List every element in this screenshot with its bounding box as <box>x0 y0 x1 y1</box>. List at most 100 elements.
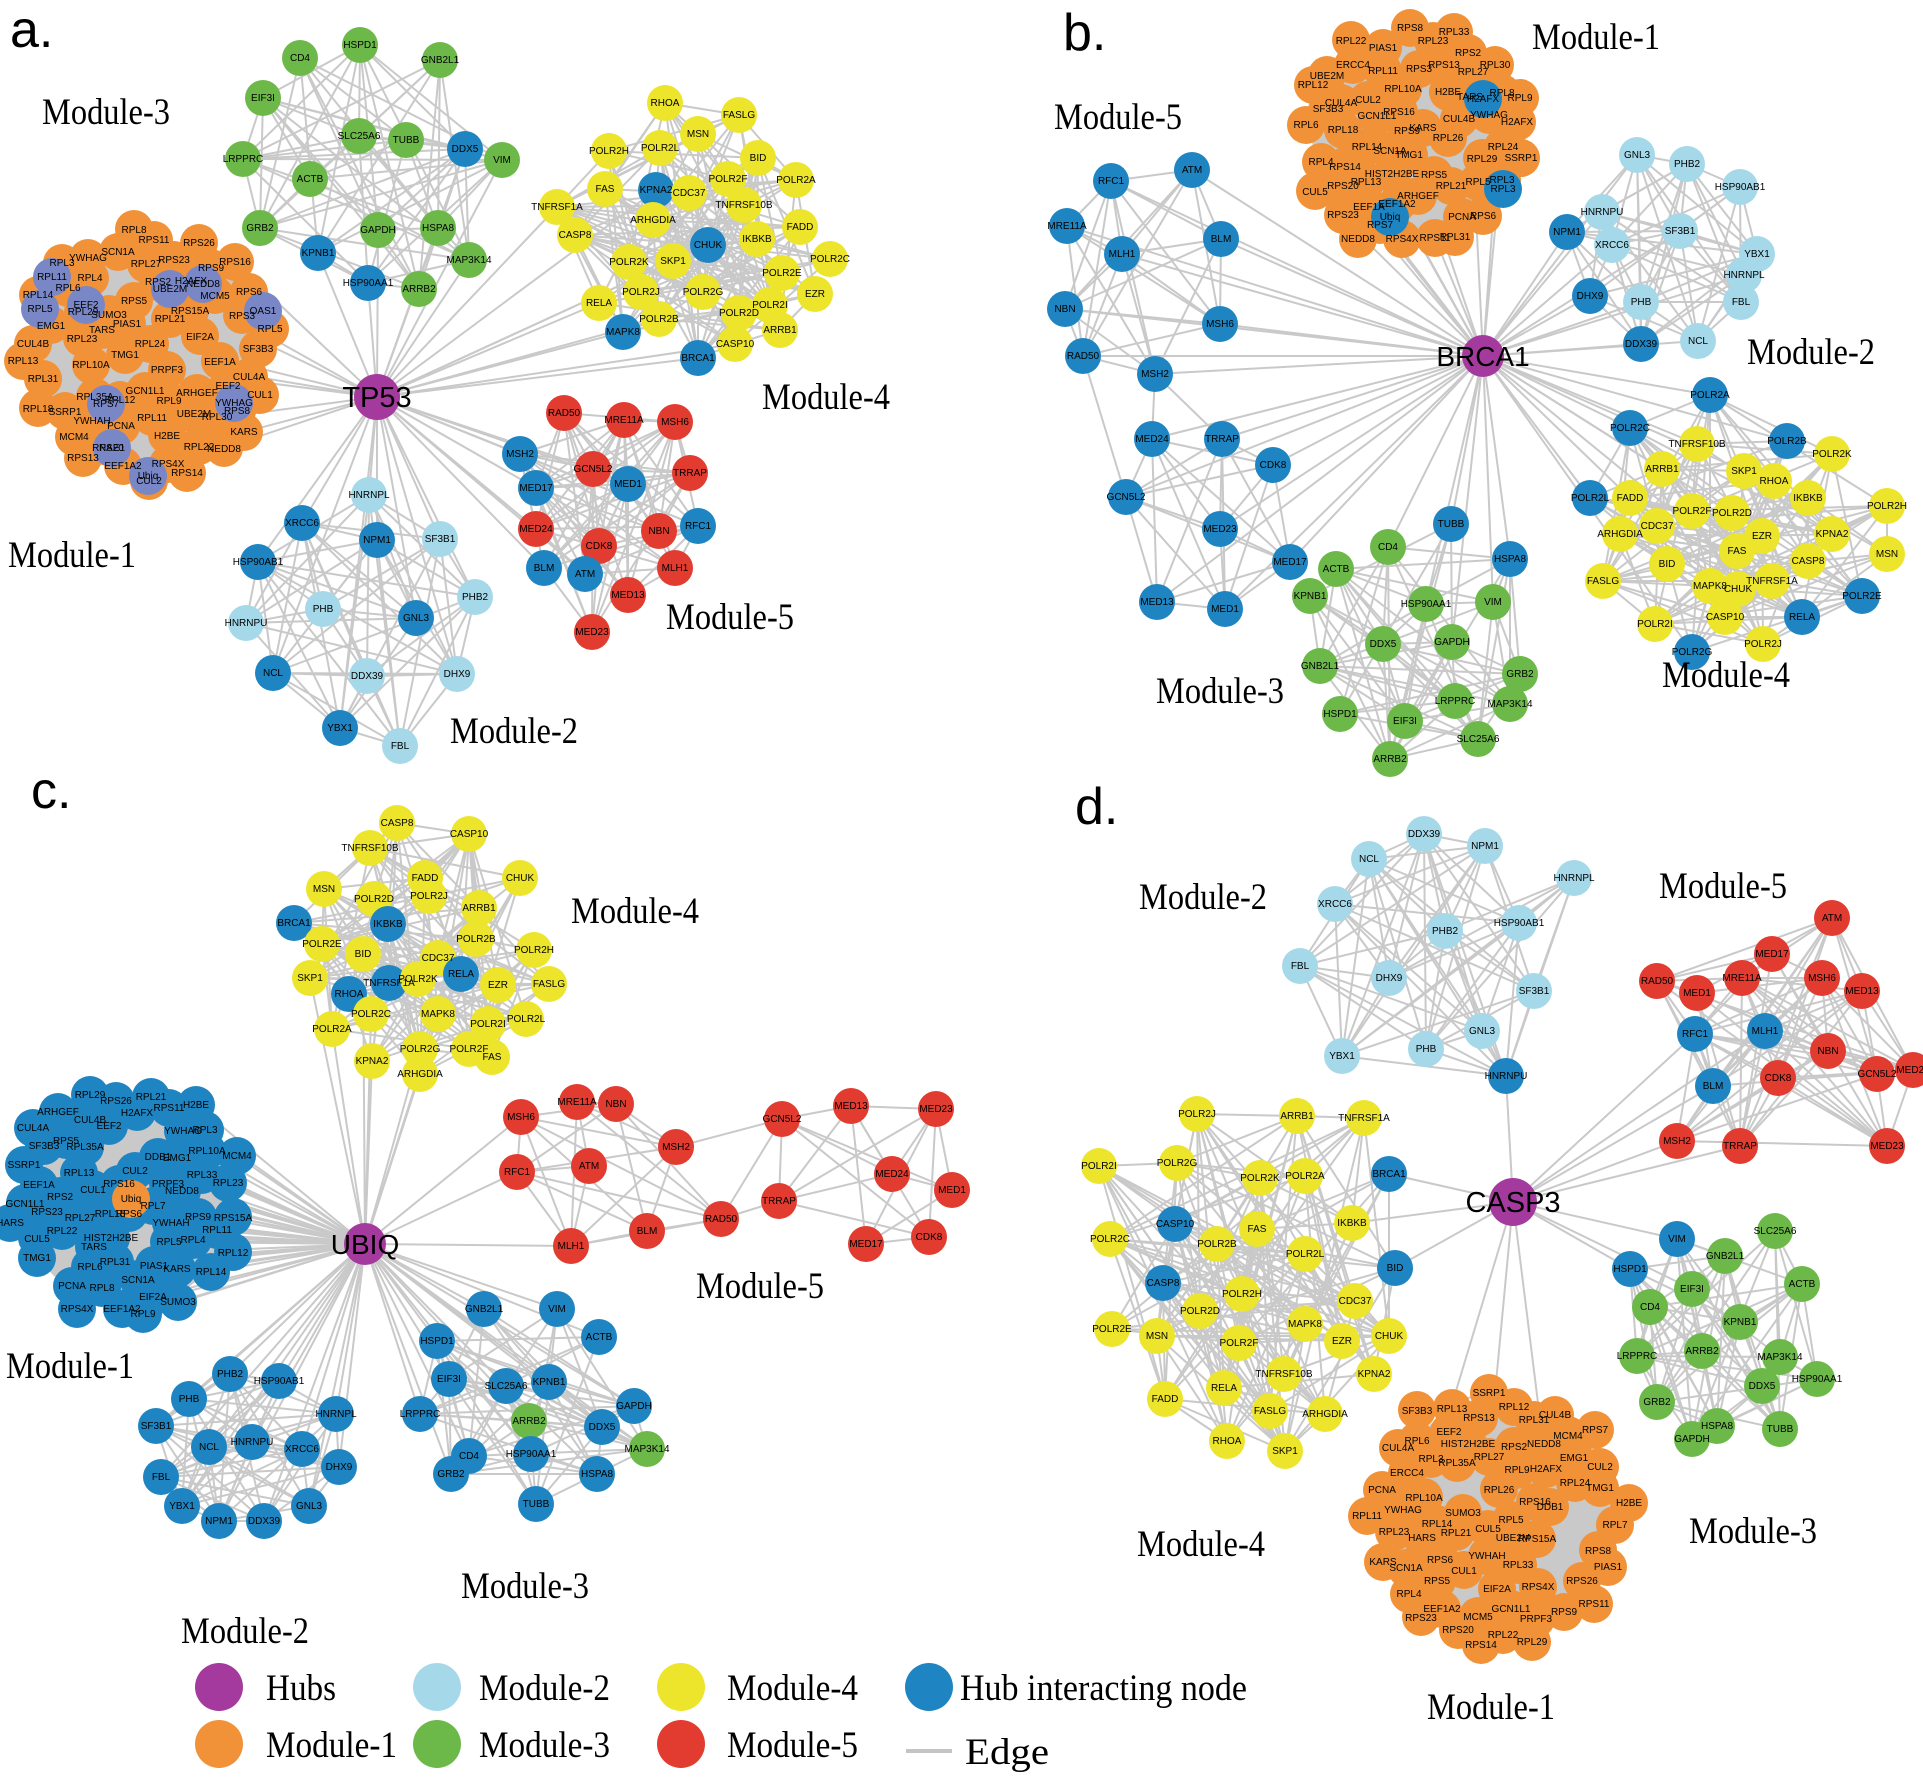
svg-text:Edge: Edge <box>965 1732 1049 1773</box>
svg-text:RPL5: RPL5 <box>1498 1515 1523 1526</box>
svg-text:RPL29: RPL29 <box>68 307 99 318</box>
svg-text:CASP8: CASP8 <box>1792 556 1825 567</box>
svg-text:Ubiq: Ubiq <box>1380 212 1401 223</box>
svg-text:RPS3: RPS3 <box>1406 64 1433 75</box>
svg-text:CUL5: CUL5 <box>24 1234 50 1245</box>
svg-text:TNFRSF1A: TNFRSF1A <box>1338 1113 1390 1124</box>
svg-text:RPL13: RPL13 <box>1437 1404 1468 1415</box>
svg-text:Module-3: Module-3 <box>1689 1511 1817 1552</box>
svg-text:KPNA2: KPNA2 <box>356 1056 389 1067</box>
svg-text:RPL18: RPL18 <box>95 1209 126 1220</box>
svg-text:RPL6: RPL6 <box>1404 1436 1429 1447</box>
svg-text:CUL1: CUL1 <box>1451 1566 1477 1577</box>
svg-text:POLR2B: POLR2B <box>639 314 679 325</box>
svg-text:RPS5: RPS5 <box>121 296 148 307</box>
svg-text:RPL27: RPL27 <box>1474 1452 1505 1463</box>
svg-text:SLC25A6: SLC25A6 <box>485 1381 528 1392</box>
svg-text:TNFRSF10B: TNFRSF10B <box>1255 1369 1313 1380</box>
svg-text:FADD: FADD <box>1617 493 1644 504</box>
svg-text:POLR2C: POLR2C <box>351 1009 391 1020</box>
svg-text:Module-3: Module-3 <box>479 1725 610 1766</box>
svg-text:RPL7: RPL7 <box>1602 1520 1627 1531</box>
svg-text:ARRB1: ARRB1 <box>763 325 797 336</box>
svg-text:RPS23: RPS23 <box>1405 1613 1437 1624</box>
svg-text:RPS6: RPS6 <box>1427 1555 1454 1566</box>
svg-text:CUL4B: CUL4B <box>17 339 50 350</box>
svg-text:PCNA: PCNA <box>1368 1485 1396 1496</box>
svg-text:HSP90AA1: HSP90AA1 <box>1401 599 1452 610</box>
svg-text:PCNA: PCNA <box>58 1281 86 1292</box>
svg-text:POLR2G: POLR2G <box>683 287 724 298</box>
svg-text:FAS: FAS <box>1248 1224 1267 1235</box>
svg-text:RPS11: RPS11 <box>1420 233 1451 244</box>
svg-text:RPL10A: RPL10A <box>1405 1493 1443 1504</box>
svg-text:RPL4: RPL4 <box>1396 1589 1421 1600</box>
svg-text:YWHAG: YWHAG <box>1384 1505 1422 1516</box>
svg-text:RPS2: RPS2 <box>145 277 172 288</box>
svg-text:DDX5: DDX5 <box>589 1422 616 1433</box>
svg-text:RPL8: RPL8 <box>121 225 146 236</box>
svg-text:MED24: MED24 <box>875 1169 909 1180</box>
svg-text:KPNB1: KPNB1 <box>1294 591 1327 602</box>
svg-text:NPM1: NPM1 <box>205 1516 233 1527</box>
svg-text:RPL11: RPL11 <box>1352 1511 1382 1522</box>
svg-text:MED13: MED13 <box>834 1101 868 1112</box>
svg-text:RPL24: RPL24 <box>135 339 166 350</box>
svg-text:DHX9: DHX9 <box>444 669 471 680</box>
svg-text:H2AFX: H2AFX <box>1530 1464 1563 1475</box>
svg-text:XRCC6: XRCC6 <box>285 1444 319 1455</box>
svg-text:GCN1L1: GCN1L1 <box>6 1199 45 1210</box>
svg-text:SF3B1: SF3B1 <box>141 1421 172 1432</box>
svg-text:H2BE: H2BE <box>1435 87 1461 98</box>
svg-text:EZR: EZR <box>805 289 825 300</box>
svg-text:MSH6: MSH6 <box>1808 973 1836 984</box>
svg-text:RPS8: RPS8 <box>1397 23 1424 34</box>
svg-text:PHB2: PHB2 <box>1432 926 1459 937</box>
svg-text:PHB2: PHB2 <box>217 1369 244 1380</box>
svg-text:MED13: MED13 <box>611 590 645 601</box>
svg-text:EEF1A2: EEF1A2 <box>1378 199 1416 210</box>
svg-text:RPL14: RPL14 <box>23 290 54 301</box>
svg-text:DHX9: DHX9 <box>326 1462 353 1473</box>
svg-text:MSH2: MSH2 <box>506 449 534 460</box>
svg-text:ACTB: ACTB <box>1323 564 1350 575</box>
svg-text:CASP10: CASP10 <box>1706 612 1745 623</box>
svg-text:POLR2I: POLR2I <box>470 1019 506 1030</box>
svg-text:NEDD8: NEDD8 <box>165 1186 199 1197</box>
svg-text:TNFRSF1A: TNFRSF1A <box>363 978 415 989</box>
svg-text:BRCA1: BRCA1 <box>1372 1169 1406 1180</box>
svg-text:b.: b. <box>1063 4 1106 62</box>
svg-text:RPL8: RPL8 <box>89 1283 114 1294</box>
svg-text:GRB2: GRB2 <box>246 223 274 234</box>
svg-text:ARHGEF: ARHGEF <box>1397 191 1439 202</box>
svg-text:LRPPRC: LRPPRC <box>223 154 264 165</box>
svg-text:MED24: MED24 <box>1896 1065 1923 1076</box>
svg-text:MED17: MED17 <box>519 483 553 494</box>
svg-text:IKBKB: IKBKB <box>742 234 772 245</box>
svg-text:DDX39: DDX39 <box>351 671 384 682</box>
svg-text:MRE11A: MRE11A <box>1047 221 1087 232</box>
svg-text:MSH2: MSH2 <box>662 1142 690 1153</box>
svg-text:NPM1: NPM1 <box>363 535 391 546</box>
svg-text:MLH1: MLH1 <box>558 1241 585 1252</box>
svg-text:Module-5: Module-5 <box>1054 97 1182 138</box>
svg-text:NEDD8: NEDD8 <box>207 444 241 455</box>
svg-text:YBX1: YBX1 <box>1744 249 1770 260</box>
svg-text:RPL33: RPL33 <box>187 1170 218 1181</box>
svg-text:TARS: TARS <box>81 1242 107 1253</box>
svg-text:d.: d. <box>1075 778 1118 836</box>
svg-text:Module-4: Module-4 <box>1137 1524 1265 1565</box>
svg-text:VIM: VIM <box>1484 597 1502 608</box>
svg-text:RFC1: RFC1 <box>1098 176 1125 187</box>
svg-text:MCM4: MCM4 <box>222 1151 252 1162</box>
svg-text:Module-2: Module-2 <box>1747 332 1875 373</box>
svg-text:CUL2: CUL2 <box>136 476 162 487</box>
svg-text:CUL5: CUL5 <box>1475 1524 1501 1535</box>
svg-text:PIAS1: PIAS1 <box>1594 1562 1623 1573</box>
svg-text:RPL13: RPL13 <box>64 1168 95 1179</box>
svg-text:KPNB1: KPNB1 <box>1724 1317 1757 1328</box>
svg-text:Module-1: Module-1 <box>6 1346 134 1387</box>
svg-text:H2BE: H2BE <box>183 1100 209 1111</box>
svg-text:VIM: VIM <box>1668 1234 1686 1245</box>
svg-text:EEF1A: EEF1A <box>1353 202 1385 213</box>
